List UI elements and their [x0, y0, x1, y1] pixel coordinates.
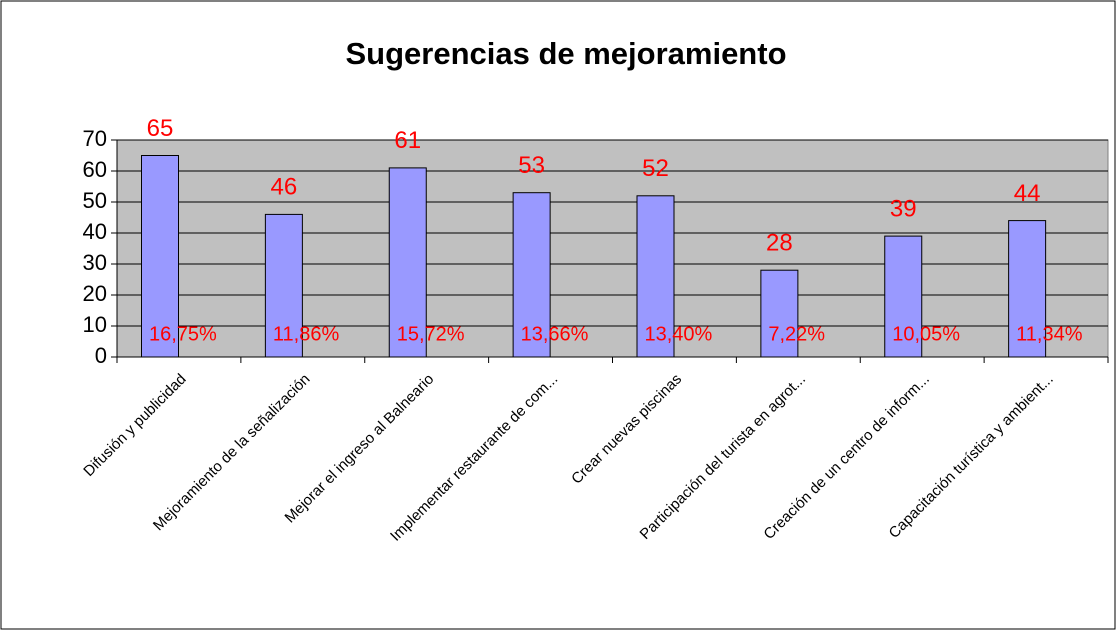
value-label: 61 — [394, 127, 421, 154]
bar — [636, 195, 675, 358]
percent-label: 7,22% — [768, 323, 825, 345]
percent-label: 11,34% — [1016, 323, 1083, 345]
value-label: 53 — [518, 152, 545, 179]
bar — [512, 192, 551, 358]
value-label: 46 — [271, 174, 298, 201]
percent-label: 16,75% — [149, 323, 217, 345]
bar — [1008, 220, 1047, 358]
percent-label: 15,72% — [397, 323, 465, 345]
percent-label: 10,05% — [892, 323, 960, 345]
bar — [760, 269, 799, 358]
bar — [388, 167, 427, 358]
y-tick-label: 70 — [83, 126, 107, 151]
value-label: 52 — [642, 155, 669, 182]
value-label: 65 — [147, 115, 174, 142]
y-tick-label: 10 — [83, 312, 107, 337]
bar — [264, 213, 303, 358]
percent-label: 11,86% — [273, 323, 340, 345]
percent-label: 13,66% — [521, 323, 589, 345]
chart-title: Sugerencias de mejoramiento — [345, 36, 786, 71]
y-tick-label: 60 — [83, 157, 107, 182]
value-label: 28 — [766, 230, 793, 257]
y-tick-label: 0 — [95, 343, 107, 368]
y-tick-label: 30 — [83, 250, 107, 275]
value-label: 44 — [1014, 180, 1041, 207]
y-tick-label: 40 — [83, 219, 107, 244]
y-tick-label: 20 — [83, 281, 107, 306]
bar — [141, 155, 179, 358]
percent-label: 13,40% — [645, 323, 713, 345]
y-tick-label: 50 — [83, 188, 107, 213]
value-label: 39 — [890, 195, 917, 222]
bar — [884, 235, 923, 358]
